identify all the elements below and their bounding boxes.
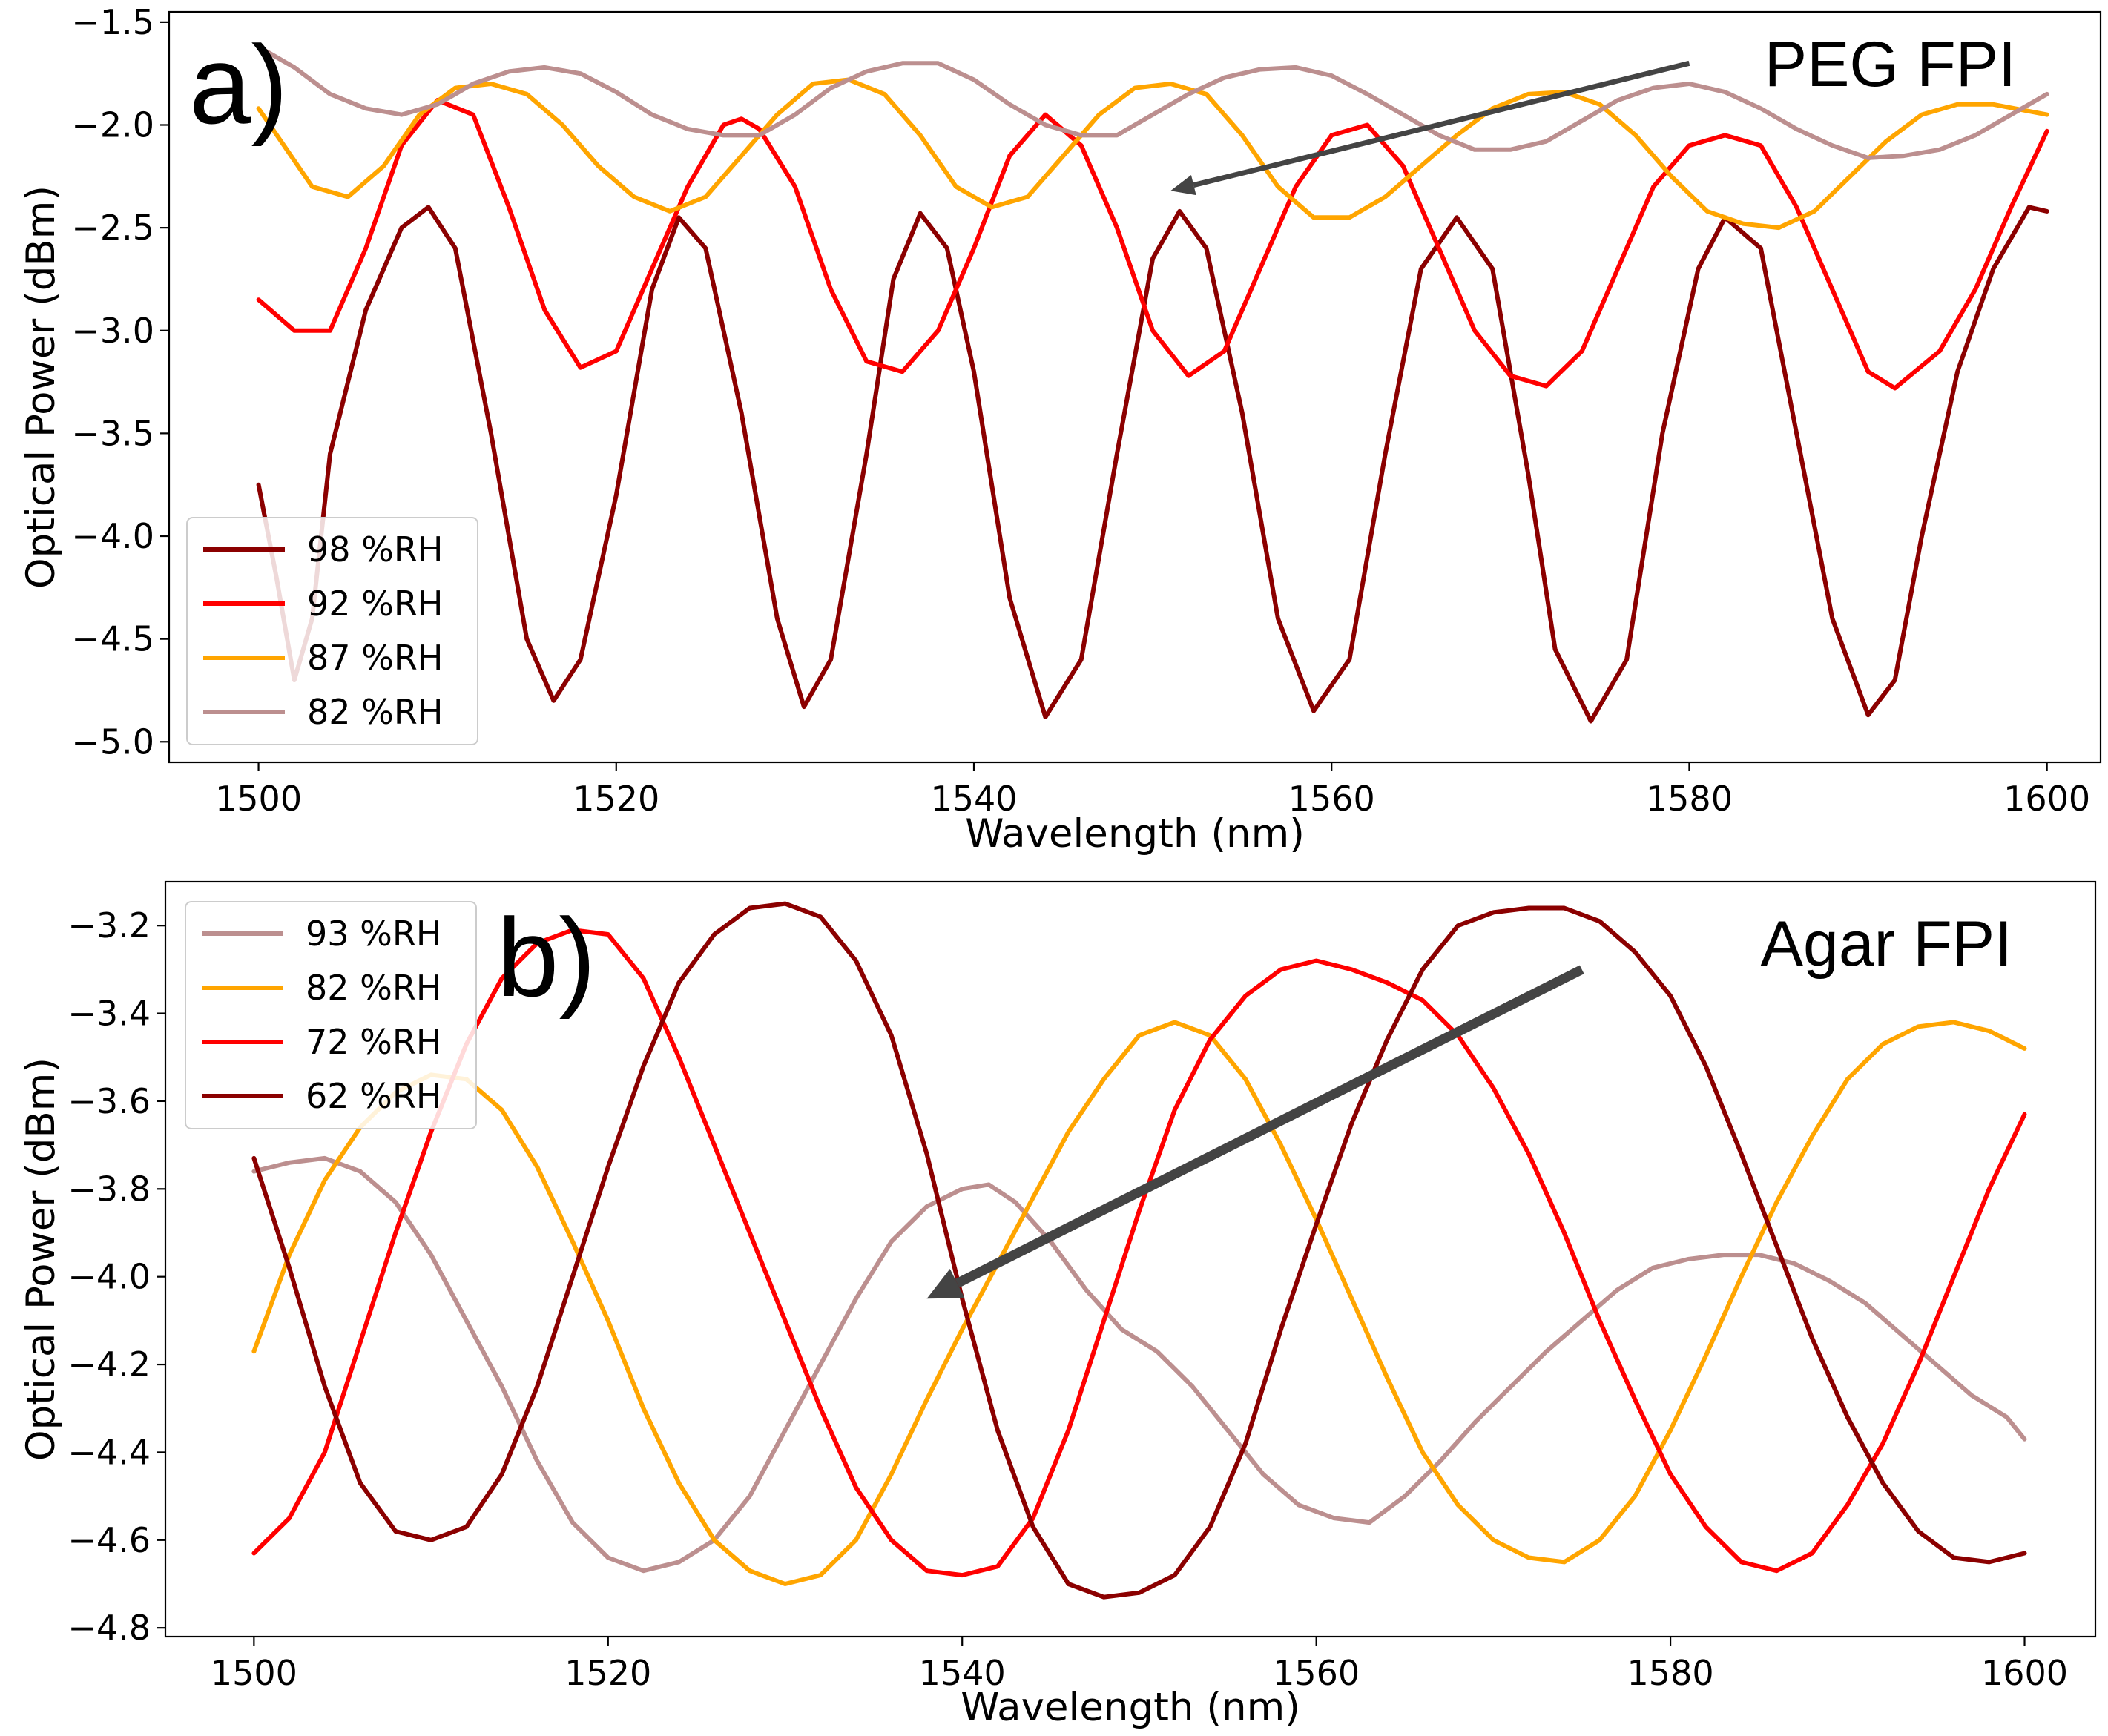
panel-b-legend-frame xyxy=(185,901,477,1129)
panel-a-legend-label: 82 %RH xyxy=(307,692,443,732)
panel-a-series-87-rh xyxy=(256,77,2049,231)
panel-b-series-62-rh xyxy=(251,901,2027,1600)
panel-b-series-72-rh xyxy=(251,928,2027,1578)
panel-a-y-tick-label: −3.5 xyxy=(71,413,154,453)
panel-a-x-tick-label: 1520 xyxy=(573,779,659,819)
panel-a-y-tick-label: −1.5 xyxy=(71,2,154,42)
panel-a-x-tick-label: 1540 xyxy=(930,779,1017,819)
panel-a-x-tick-label: 1580 xyxy=(1646,779,1733,819)
panel-a-legend-label: 98 %RH xyxy=(307,529,443,570)
panel-a-series-98-rh xyxy=(256,205,2049,724)
panel-a-series-82-rh xyxy=(256,44,2049,160)
panel-b-x-tick-label: 1600 xyxy=(1981,1653,2068,1693)
panel-b-series xyxy=(251,901,2027,1600)
panel-b-legend-label: 62 %RH xyxy=(306,1076,441,1116)
panel-a-y-ticks: −5.0 −4.5 −4.0 −3.5 −3.0 −2.5 −2.0 −1.5 xyxy=(71,2,169,762)
panel-b-arrow xyxy=(926,965,1584,1299)
panel-b-series-93-rh xyxy=(251,1155,2027,1574)
panel-a-legend: 98 %RH 92 %RH 87 %RH 82 %RH xyxy=(186,517,478,745)
panel-b-x-tick-label: 1580 xyxy=(1627,1653,1714,1693)
panel-a-x-tick-label: 1560 xyxy=(1288,779,1375,819)
panel-b-legend-label: 82 %RH xyxy=(306,968,441,1008)
panel-b-x-ticks: 1500 1520 1540 1560 1580 1600 xyxy=(211,1637,2068,1693)
panel-a-x-tick-label: 1500 xyxy=(215,779,302,819)
panel-b-x-axis-label: Wavelength (nm) xyxy=(961,1685,1300,1730)
panel-b-x-tick-label: 1560 xyxy=(1273,1653,1360,1693)
panel-b-agar-fpi: 1500 1520 1540 1560 1580 1600 −4.8−4.6−4.4−4.… xyxy=(19,880,2097,1730)
panel-b-y-axis-label: Optical Power (dBm) xyxy=(19,1057,64,1461)
panel-a-arrow-shaft xyxy=(1193,60,1690,188)
panel-b-x-tick-label: 1520 xyxy=(564,1653,651,1693)
panel-a-y-tick-label: −3.0 xyxy=(71,311,154,351)
panel-b-letter: b) xyxy=(497,895,596,1020)
panel-b-series-82-rh xyxy=(251,1020,2027,1586)
panel-a-peg-fpi: 1500 1520 1540 1560 1580 1600 −5.0 −4.5 −4.0 −3.… xyxy=(19,2,2102,857)
panel-b-y-ticks: −4.8 −4.6 −4.4 −4.2 −4.0 −3.8 −3.6 −3.4 −3.2 xyxy=(67,905,165,1648)
panel-b-y-tick-label: −4.8 xyxy=(67,1608,151,1648)
panel-a-y-tick-label: −2.0 xyxy=(71,105,154,145)
panel-a-letter: a) xyxy=(189,22,288,147)
panel-a-y-axis-label: Optical Power (dBm) xyxy=(19,185,64,589)
panel-a-series-92-rh xyxy=(256,98,2049,391)
panel-a-y-tick-label: −4.5 xyxy=(71,619,154,659)
panel-b-legend: 93 %RH 82 %RH 72 %RH 62 %RH xyxy=(185,901,477,1129)
panel-a-legend-label: 92 %RH xyxy=(307,584,443,624)
panel-a-series xyxy=(256,44,2049,724)
panel-b-x-tick-label: 1500 xyxy=(211,1653,297,1693)
panel-b-y-tick-label: −3.4 xyxy=(67,994,151,1034)
panel-a-y-tick-label: −2.5 xyxy=(71,208,154,248)
panel-b-y-tick-label: −4.4 xyxy=(67,1432,151,1472)
panel-a-y-tick-label: −4.0 xyxy=(71,516,154,556)
panel-b-y-tick-label: −3.8 xyxy=(67,1169,151,1209)
panel-a-x-tick-label: 1600 xyxy=(2003,779,2090,819)
panel-a-arrow xyxy=(1170,60,1690,196)
panel-a-legend-frame xyxy=(186,517,478,745)
panel-b-axes-frame xyxy=(164,880,2097,1638)
panel-a-axes-frame xyxy=(168,10,2102,764)
panel-a-x-ticks: 1500 1520 1540 1560 1580 1600 xyxy=(215,762,2090,819)
panel-a-x-axis-label: Wavelength (nm) xyxy=(965,811,1305,857)
panel-b-x-tick-label: 1540 xyxy=(919,1653,1006,1693)
panel-b-y-tick-label: −4.2 xyxy=(67,1344,151,1384)
panel-a-legend-label: 87 %RH xyxy=(307,638,443,678)
panel-a-y-tick-label: −5.0 xyxy=(71,722,154,762)
panel-b-title: Agar FPI xyxy=(1761,908,2012,980)
panel-b-y-tick-label: −4.6 xyxy=(67,1520,151,1560)
panel-b-y-tick-label: −4.0 xyxy=(67,1257,151,1297)
panel-b-legend-label: 72 %RH xyxy=(306,1022,441,1062)
panel-b-arrow-shaft xyxy=(955,965,1584,1288)
panel-b-arrow-head xyxy=(926,1268,965,1299)
panel-b-legend-label: 93 %RH xyxy=(306,914,441,954)
panel-b-y-tick-label: −3.6 xyxy=(67,1081,151,1121)
panel-b-y-tick-label: −3.2 xyxy=(67,905,151,945)
panel-a-title: PEG FPI xyxy=(1765,29,2016,100)
panel-a-arrow-head xyxy=(1170,174,1196,196)
